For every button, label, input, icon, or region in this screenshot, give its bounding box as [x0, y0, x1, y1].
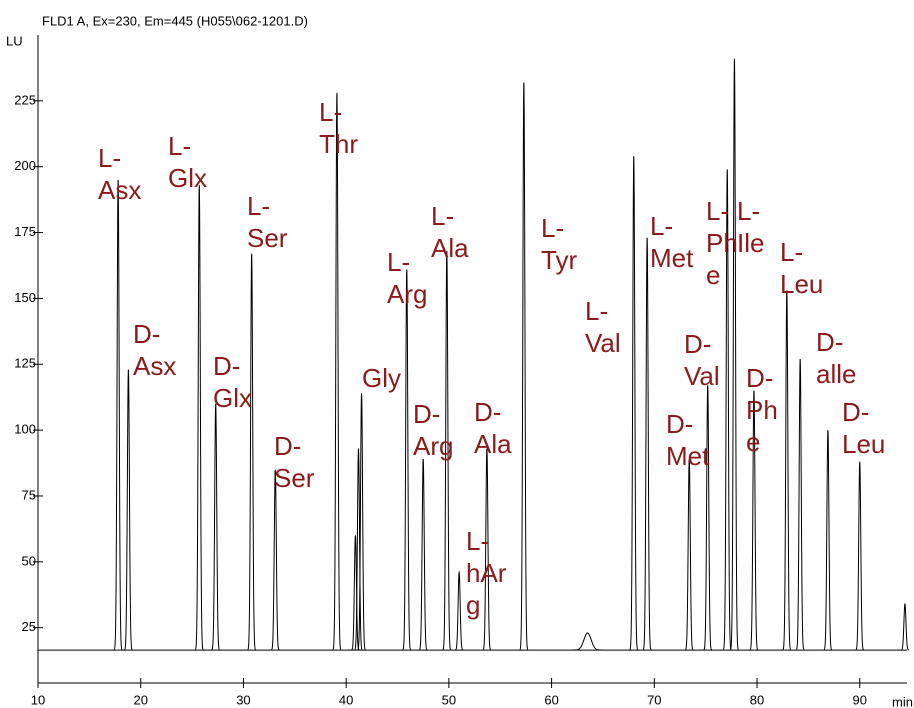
y-tick-label: 150 [14, 290, 36, 305]
x-tick-label: 70 [647, 692, 661, 707]
peak-label: D-Ser [274, 431, 315, 493]
peak-label: D-Asx [133, 319, 177, 381]
x-tick-label: 20 [133, 692, 147, 707]
peak [684, 459, 694, 651]
peak [418, 459, 428, 651]
peak-label: D-alle [816, 327, 857, 389]
peak [454, 570, 464, 651]
peak [354, 448, 363, 651]
peak-label: L-Glx [168, 131, 207, 193]
peak [730, 58, 739, 651]
peak-label: L-Ser [247, 191, 288, 253]
peak-label: L-Phe [706, 196, 738, 290]
y-tick-label: 125 [14, 356, 36, 371]
peak-label: Gly [362, 363, 401, 393]
peak [211, 403, 220, 651]
peak [357, 393, 366, 651]
peak [642, 237, 652, 651]
x-axis-label: min [892, 694, 913, 708]
peak [573, 632, 602, 651]
x-tick-label: 40 [339, 692, 353, 707]
peak-label: D-Arg [413, 399, 454, 461]
peak-label: D-Leu [842, 397, 886, 459]
x-tick-label: 80 [750, 692, 764, 707]
peak [271, 469, 280, 651]
peak-label: D-Ala [474, 397, 512, 459]
x-tick-label: 60 [544, 692, 558, 707]
peak [351, 535, 360, 651]
peak-label: D-Phe [746, 363, 778, 457]
y-tick-label: 25 [22, 619, 36, 634]
peak [855, 461, 865, 651]
x-tick-label: 90 [853, 692, 867, 707]
peak-label: L-Asx [98, 143, 142, 205]
y-tick-label: 225 [14, 92, 36, 107]
peak-label: L-Ile [737, 196, 765, 258]
y-tick-label: 100 [14, 422, 36, 437]
peak [113, 179, 123, 651]
peak [900, 602, 910, 651]
peak [722, 169, 732, 651]
peak-label: L-Tyr [541, 213, 578, 275]
peak [124, 369, 133, 651]
peak [823, 430, 833, 651]
peak-label: L-Thr [319, 97, 358, 159]
peak-label: L-Leu [780, 237, 824, 299]
peak-label: L-Met [650, 211, 694, 273]
x-tick-label: 10 [31, 692, 45, 707]
y-tick-label: 50 [22, 553, 36, 568]
peak [247, 253, 257, 651]
peak [782, 290, 792, 651]
peak-label: D-Val [684, 329, 720, 391]
peak [194, 185, 204, 651]
peak-label: L-Arg [387, 247, 428, 309]
y-tick-label: 175 [14, 224, 36, 239]
peak [703, 385, 713, 651]
peak [629, 156, 639, 651]
x-tick-label: 30 [236, 692, 250, 707]
y-tick-label: 200 [14, 158, 36, 173]
peak [332, 92, 342, 651]
peak [402, 269, 412, 651]
y-axis-label: LU [6, 33, 23, 48]
peak-label: D-Glx [213, 351, 252, 413]
peak-label: L-hArg [466, 526, 507, 620]
peak-label: D-Met [666, 409, 710, 471]
peak [519, 82, 529, 651]
peak-label: L-Ala [431, 201, 469, 263]
peak [482, 448, 492, 651]
x-tick-label: 50 [442, 692, 456, 707]
peak [442, 250, 452, 651]
chart-title: FLD1 A, Ex=230, Em=445 (H055\062-1201.D) [42, 13, 308, 28]
peak-label: L-Val [585, 296, 621, 358]
peak [795, 358, 805, 651]
y-tick-label: 75 [22, 487, 36, 502]
peak [749, 390, 759, 651]
